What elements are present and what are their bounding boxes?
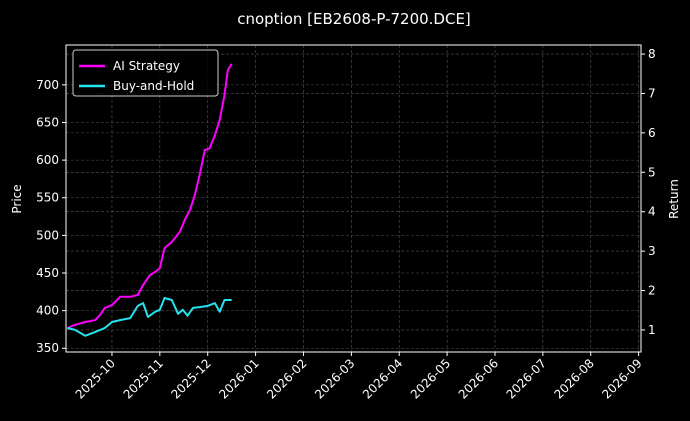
y-tick-label: 600 [36,153,59,167]
y2-axis-label: Return [667,179,681,219]
y2-tick-label: 8 [648,47,656,61]
x-tick-label: 2026-08 [551,356,596,401]
legend-box [72,49,219,97]
y2-tick-label: 6 [648,126,656,140]
y2-tick-label: 7 [648,86,656,100]
x-tick-label: 2025-12 [168,356,213,401]
x-tick-label: 2026-02 [264,356,309,401]
y-tick-label: 350 [36,341,59,355]
y2-tick-label: 1 [648,323,656,337]
x-tick-label: 2026-07 [504,356,549,401]
x-tick-label: 2026-06 [456,356,501,401]
series-line [67,297,232,337]
legend-label: AI Strategy [113,59,180,73]
x-tick-label: 2026-09 [599,356,644,401]
y2-tick-label: 4 [648,205,656,219]
x-tick-label: 2025-11 [121,356,166,401]
x-tick-label: 2026-05 [408,356,453,401]
y-tick-label: 550 [36,191,59,205]
y-tick-label: 500 [36,228,59,242]
y-tick-label: 450 [36,266,59,280]
y-axis-label: Price [10,184,24,213]
plot-frame [65,44,642,353]
series-line [67,63,233,329]
x-tick-label: 2026-04 [360,356,405,401]
y2-tick-label: 3 [648,244,656,258]
x-tick-label: 2026-01 [216,356,261,401]
y-tick-label: 400 [36,304,59,318]
x-tick-label: 2026-03 [312,356,357,401]
legend-label: Buy-and-Hold [113,79,194,93]
x-tick-label: 2025-10 [73,356,118,401]
y-tick-label: 700 [36,78,59,92]
y-tick-label: 650 [36,116,59,130]
y2-tick-label: 2 [648,284,656,298]
y2-tick-label: 5 [648,165,656,179]
chart-title: cnoption [EB2608-P-7200.DCE] [237,10,471,28]
